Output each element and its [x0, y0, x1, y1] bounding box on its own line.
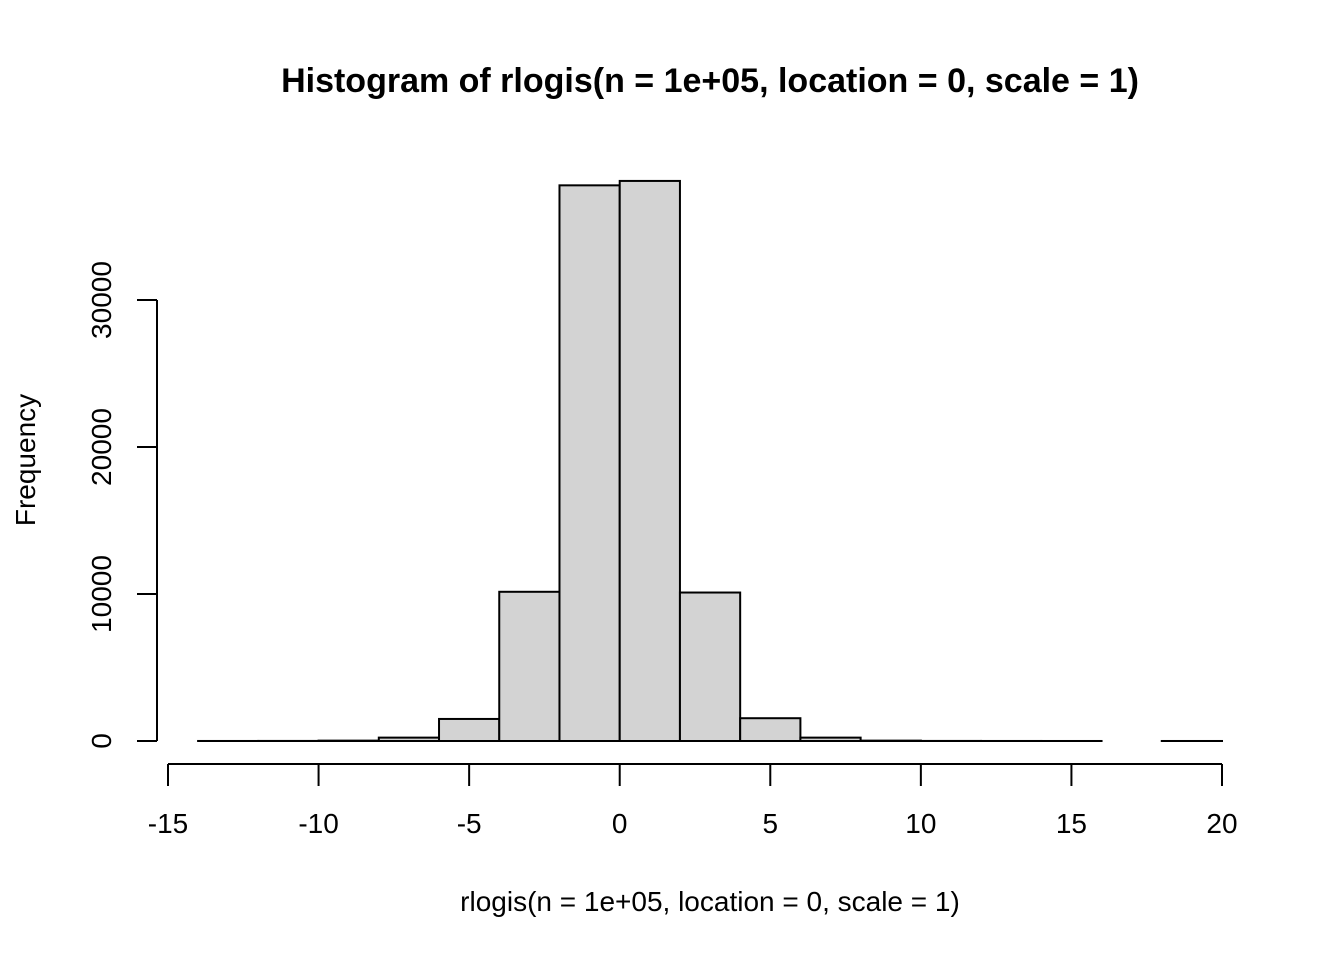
x-axis-label: rlogis(n = 1e+05, location = 0, scale = …	[460, 886, 960, 917]
x-axis: -15 -10 -5 0 5 10 15 20	[148, 763, 1238, 839]
y-tick-label: 10000	[86, 555, 117, 633]
y-tick-label: 0	[86, 733, 117, 749]
histogram-bar	[678, 591, 742, 743]
histogram-bar	[558, 184, 621, 742]
chart-title: Histogram of rlogis(n = 1e+05, location …	[281, 62, 1139, 100]
y-tick-label: 30000	[86, 261, 117, 339]
histogram-bar	[799, 736, 862, 743]
x-tick-label: 0	[612, 808, 628, 839]
histogram-bar	[739, 717, 802, 743]
x-tick-label: -10	[298, 808, 338, 839]
bars-group	[197, 179, 1224, 743]
y-axis-label: Frequency	[10, 394, 41, 526]
x-tick-label: 15	[1056, 808, 1087, 839]
histogram-bar	[498, 590, 561, 742]
y-axis: 0 10000 20000 30000	[86, 261, 158, 749]
x-tick-label: 5	[762, 808, 778, 839]
histogram-bar	[377, 736, 441, 743]
y-tick-label: 20000	[86, 408, 117, 486]
x-tick-label: 10	[905, 808, 936, 839]
histogram-bar	[618, 179, 681, 742]
x-tick-label: -15	[148, 808, 188, 839]
x-tick-label: 20	[1206, 808, 1237, 839]
x-tick-label: -5	[457, 808, 482, 839]
histogram-bar	[438, 717, 501, 743]
